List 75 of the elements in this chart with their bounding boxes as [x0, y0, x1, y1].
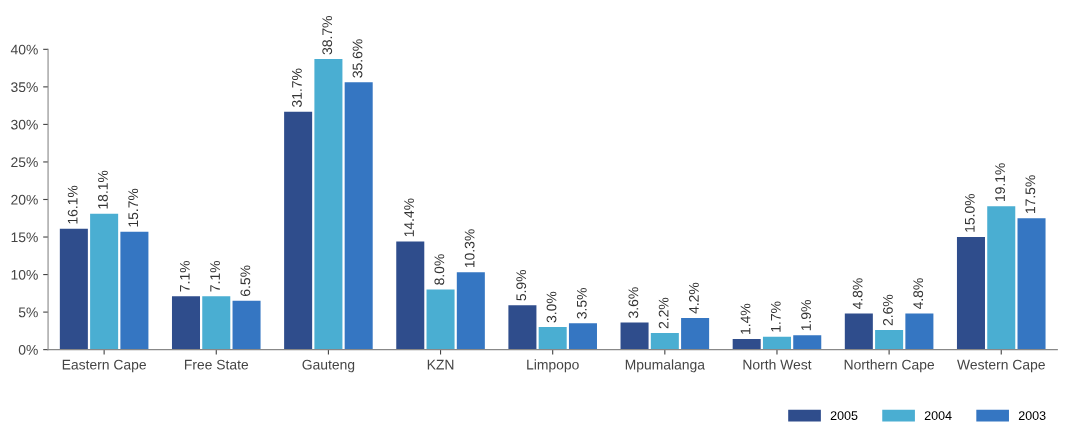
x-tick-label: Mpumalanga — [625, 359, 705, 373]
y-tick-label: 25% — [11, 157, 38, 168]
x-tick-label: Western Cape — [957, 359, 1045, 373]
bar — [956, 237, 985, 350]
bar — [90, 213, 119, 350]
data-label: 14.4% — [404, 198, 414, 237]
bar — [508, 305, 537, 350]
bar — [120, 231, 149, 350]
data-label: 5.9% — [516, 270, 527, 301]
bar — [1017, 218, 1046, 350]
data-label: 3.6% — [628, 287, 639, 318]
data-label: 16.1% — [67, 185, 78, 224]
data-label: 10.3% — [464, 229, 475, 268]
data-label: 17.5% — [1025, 175, 1036, 214]
data-label: 1.7% — [770, 301, 781, 332]
bar — [396, 241, 425, 350]
x-tick-label: North West — [743, 359, 812, 370]
data-label: 4.2% — [689, 282, 699, 314]
legend-label: 2004 — [924, 411, 952, 420]
data-label: 19.1% — [995, 163, 1005, 202]
data-label: 38.7% — [322, 16, 333, 55]
data-label: 2.6% — [883, 294, 893, 326]
data-label: 8.0% — [434, 254, 445, 285]
data-label: 3.5% — [576, 288, 587, 319]
x-tick-label: Free State — [184, 359, 249, 370]
bar — [232, 300, 261, 350]
y-tick-label: 15% — [11, 232, 38, 243]
bar — [171, 296, 201, 350]
x-tick-label: Limpopo — [527, 359, 579, 373]
y-tick-label: 30% — [11, 119, 38, 130]
bar — [732, 339, 761, 350]
data-label: 6.5% — [240, 265, 251, 296]
data-label: 4.8% — [852, 278, 863, 310]
data-label: 4.8% — [913, 278, 924, 310]
x-tick-label: Eastern Cape — [62, 359, 146, 373]
x-tick-label: Gauteng — [302, 359, 355, 373]
bar — [875, 330, 904, 350]
bar — [987, 206, 1016, 350]
data-label: 2.2% — [658, 297, 669, 329]
data-label: 18.1% — [98, 170, 108, 209]
data-label: 35.6% — [352, 39, 363, 78]
data-label: 1.4% — [740, 303, 751, 334]
x-tick-label: KZN — [427, 359, 454, 370]
bar — [620, 322, 649, 350]
bar — [762, 336, 791, 350]
bar — [650, 333, 679, 350]
y-tick-label: 35% — [11, 82, 38, 93]
data-label: 7.1% — [179, 261, 190, 292]
data-label: 7.1% — [210, 261, 220, 292]
bar — [681, 318, 710, 350]
bar — [844, 313, 873, 350]
y-tick-label: 10% — [11, 269, 38, 280]
data-label: 31.7% — [292, 68, 302, 107]
bar — [202, 296, 231, 350]
bar — [456, 272, 485, 350]
legend-label: 2003 — [1018, 411, 1046, 420]
bar — [793, 335, 822, 350]
data-label: 15.7% — [128, 188, 139, 227]
y-tick-label: 0% — [18, 344, 38, 355]
bar — [568, 323, 597, 350]
data-label: 15.0% — [964, 193, 975, 232]
y-tick-label: 5% — [18, 307, 38, 318]
bar — [59, 228, 88, 350]
bar — [426, 289, 455, 350]
x-tick-label: Northern Cape — [844, 359, 935, 373]
bar — [538, 327, 567, 350]
bar — [905, 313, 934, 350]
data-label: 3.0% — [546, 291, 557, 323]
bar — [314, 59, 343, 350]
bar — [284, 111, 313, 350]
bar — [344, 82, 373, 350]
y-tick-label: 20% — [11, 194, 38, 205]
y-tick-label: 40% — [10, 44, 38, 55]
data-label: 1.9% — [801, 300, 811, 331]
legend-label: 2005 — [830, 411, 858, 420]
